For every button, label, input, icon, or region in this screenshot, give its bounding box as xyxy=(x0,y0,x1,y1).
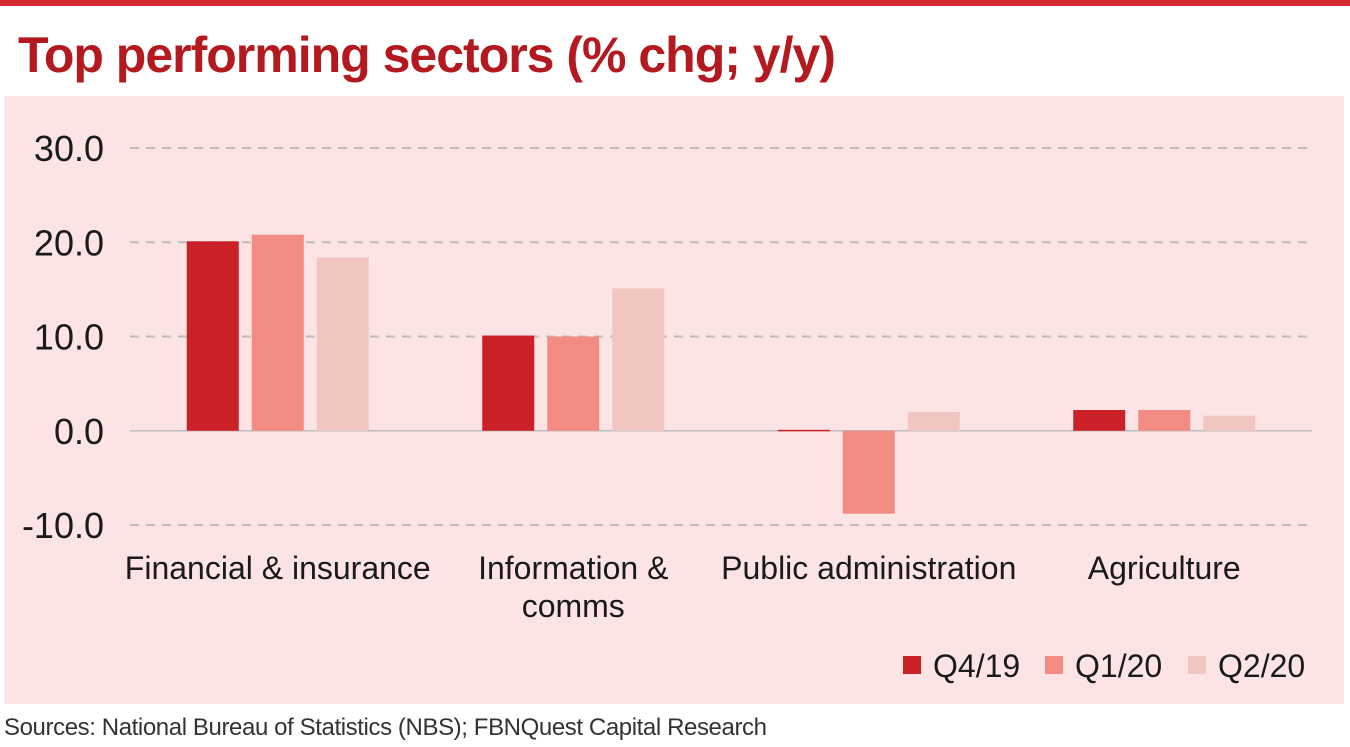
x-tick-label: Information & comms xyxy=(478,550,668,624)
legend-label: Q2/20 xyxy=(1218,648,1305,684)
bar-q2-20 xyxy=(907,411,960,431)
bar-q4-19 xyxy=(777,429,830,432)
bar-q1-20 xyxy=(1138,410,1191,431)
source-note: Sources: National Bureau of Statistics (… xyxy=(4,714,767,741)
bar-q2-20 xyxy=(612,288,665,431)
top-rule xyxy=(0,0,1350,6)
y-tick-label: -10.0 xyxy=(22,505,104,546)
x-tick-label: Financial & insurance xyxy=(125,550,431,586)
bar-q1-20 xyxy=(251,234,304,431)
legend-label: Q1/20 xyxy=(1075,648,1162,684)
legend-swatch xyxy=(1188,656,1206,674)
bar-q4-19 xyxy=(1073,410,1126,431)
bar-q2-20 xyxy=(1203,415,1256,431)
legend-label: Q4/19 xyxy=(933,648,1020,684)
bar-q2-20 xyxy=(316,257,369,431)
bar-q1-20 xyxy=(842,430,895,514)
x-tick-label: Public administration xyxy=(721,550,1016,586)
legend-swatch xyxy=(903,656,921,674)
y-tick-label: 10.0 xyxy=(34,317,104,358)
y-tick-label: 0.0 xyxy=(54,411,104,452)
legend-swatch xyxy=(1045,656,1063,674)
chart-title: Top performing sectors (% chg; y/y) xyxy=(18,27,836,83)
x-tick-label: Agriculture xyxy=(1088,550,1241,586)
bar-q1-20 xyxy=(547,336,600,431)
y-tick-label: 20.0 xyxy=(34,222,104,263)
chart-panel: -10.0 0.0 10.0 20.0 30.0 Financial & insuranc… xyxy=(4,96,1344,704)
bar-q4-19 xyxy=(186,241,239,431)
bar-chart: -10.0 0.0 10.0 20.0 30.0 Financial & insuranc… xyxy=(22,128,1312,684)
y-tick-label: 30.0 xyxy=(34,128,104,169)
bar-q4-19 xyxy=(482,335,535,431)
